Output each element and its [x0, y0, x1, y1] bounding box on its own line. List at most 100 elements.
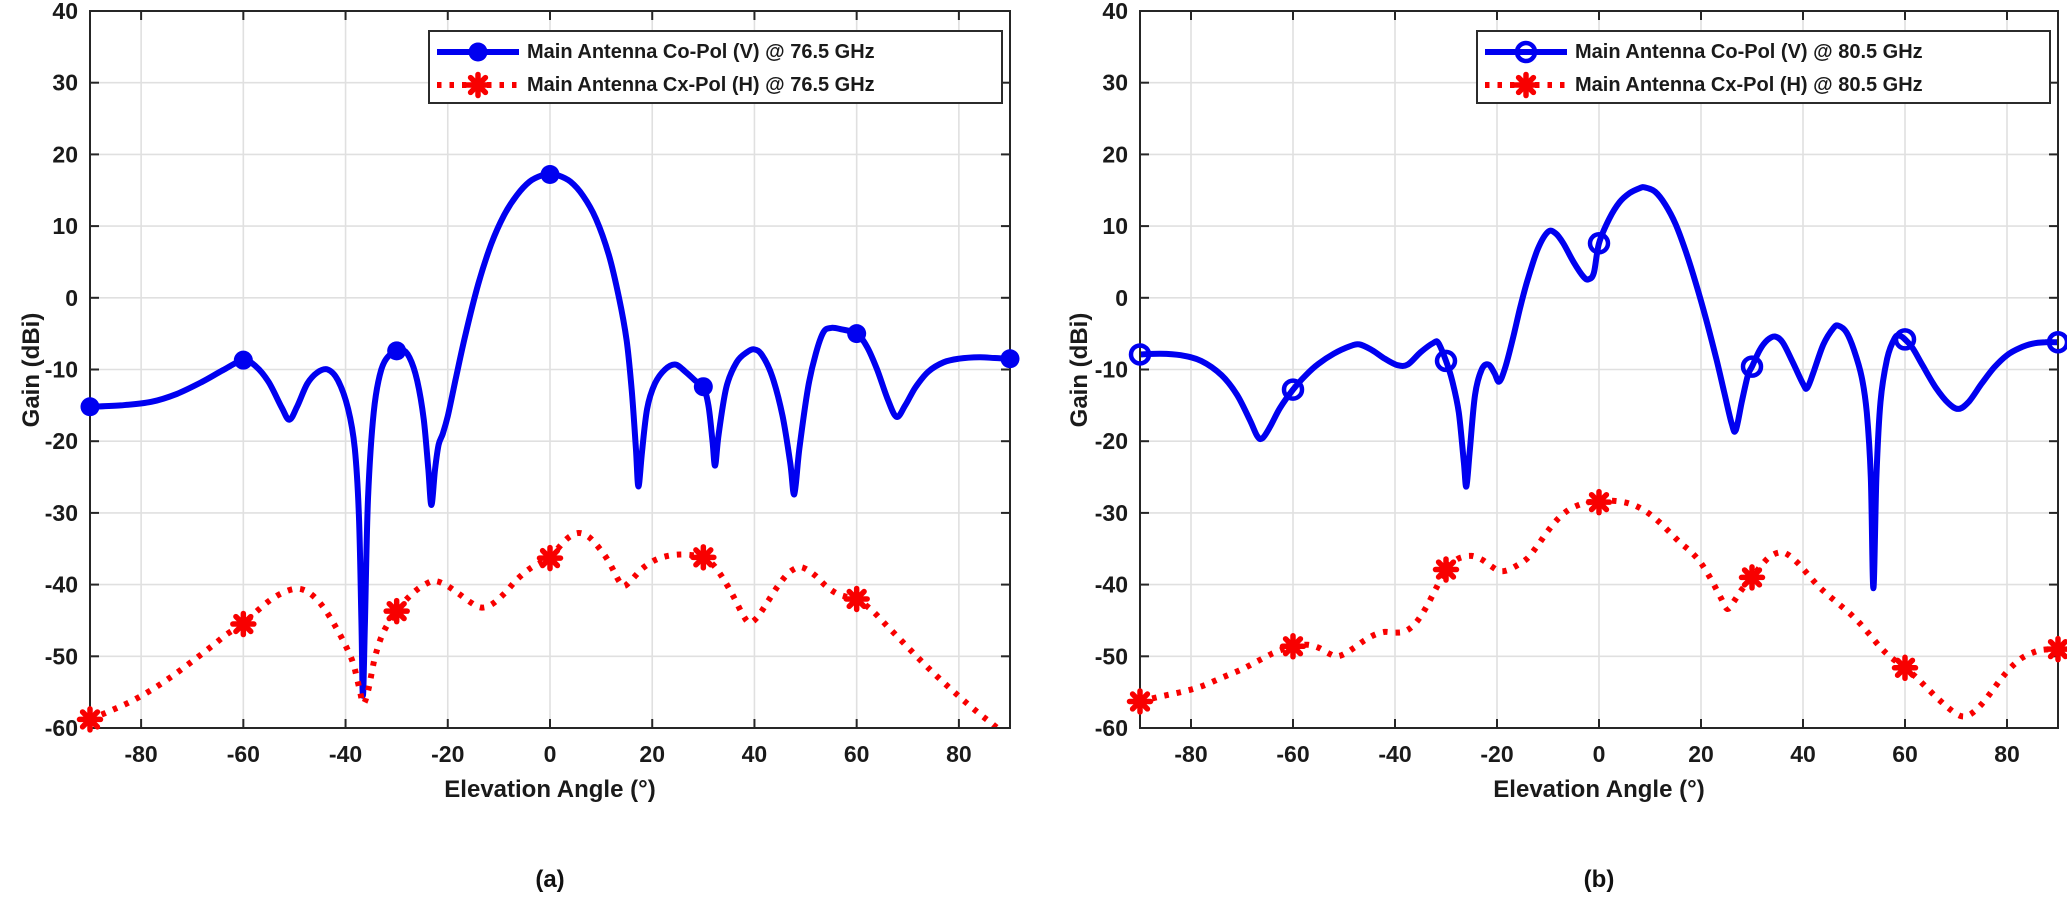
series-marker-filled-circle — [80, 397, 100, 417]
series-marker-asterisk — [1585, 488, 1613, 516]
x-tick-label: 80 — [1994, 741, 2020, 767]
y-tick-label: -30 — [1095, 500, 1128, 526]
legend-label: Main Antenna Co-Pol (V) @ 76.5 GHz — [527, 41, 875, 63]
series-marker-filled-circle — [468, 42, 488, 62]
plot-b: -80 -60 -40 -20 0 20 40 60 80 -60 -50 -40 -30 -20 -10 0… — [1095, 0, 2067, 767]
series-marker-asterisk — [383, 597, 410, 625]
y-tick-label: -10 — [45, 357, 78, 383]
x-axis-label-a: Elevation Angle (°) — [444, 776, 656, 803]
series-marker-asterisk — [1891, 654, 1919, 682]
y-tick-label: -40 — [45, 572, 78, 598]
x-tick-label: 80 — [946, 741, 972, 767]
series-marker-open-circle — [1128, 343, 1152, 366]
x-tick-label: 0 — [1593, 741, 1606, 767]
y-tick-label: 40 — [52, 0, 78, 24]
y-tick-label: -20 — [45, 428, 78, 454]
x-tick-label: 60 — [844, 741, 870, 767]
series-lines — [1140, 184, 2058, 720]
series-marker-asterisk — [230, 610, 257, 638]
x-tick-label: 40 — [742, 741, 768, 767]
y-tick-label: -50 — [45, 643, 78, 669]
x-tick-label: 60 — [1892, 741, 1918, 767]
x-tick-label: -60 — [1276, 741, 1309, 767]
series-marker-open-circle — [1434, 349, 1458, 373]
x-tick-label: -80 — [1174, 741, 1207, 767]
y-tick-label: -60 — [1095, 715, 1128, 741]
y-tick-label: 0 — [1115, 285, 1128, 311]
series-marker-filled-circle — [233, 350, 253, 370]
y-tick-label: -10 — [1095, 357, 1128, 383]
x-tick-label: 20 — [639, 741, 665, 767]
series-marker-open-circle — [2046, 331, 2067, 354]
x-tick-label: -20 — [431, 741, 464, 767]
tick-labels: -80 -60 -40 -20 0 20 40 60 80 -60 -50 -40 -30 -20 -10 0… — [45, 0, 972, 767]
series-marker-asterisk — [1512, 71, 1540, 99]
plot-a: -80 -60 -40 -20 0 20 40 60 80 -60 -50 -40 -30 -20 -10 0… — [45, 0, 1020, 767]
y-tick-label: 30 — [1102, 70, 1128, 96]
y-axis-label-a: Gain (dBi) — [18, 312, 45, 428]
y-tick-label: 40 — [1102, 0, 1128, 24]
x-tick-label: -80 — [124, 741, 157, 767]
y-tick-label: 0 — [65, 285, 78, 311]
series-marker-asterisk — [1432, 556, 1460, 583]
series-markers — [1126, 488, 2067, 715]
series-marker-open-circle — [1281, 378, 1305, 401]
series-marker-asterisk — [1126, 688, 1154, 715]
legend-label: Main Antenna Cx-Pol (H) @ 80.5 GHz — [1575, 74, 1923, 96]
series-marker-open-circle — [1587, 232, 1611, 255]
legend: Main Antenna Co-Pol (V) @ 80.5 GHz Main A… — [1476, 30, 2051, 104]
series-marker-asterisk — [1738, 564, 1766, 591]
series-marker-asterisk — [536, 544, 564, 572]
series-markers — [80, 164, 1020, 417]
legend: Main Antenna Co-Pol (V) @ 76.5 GHz Main A… — [428, 30, 1003, 104]
x-axis-label-b: Elevation Angle (°) — [1493, 776, 1705, 803]
series-marker-open-circle — [1740, 355, 1764, 378]
series-marker-asterisk — [464, 71, 492, 99]
y-tick-label: 20 — [1102, 141, 1128, 167]
x-tick-label: 20 — [1688, 741, 1714, 767]
series-line-cx-pol — [90, 529, 1002, 728]
caption-a: (a) — [535, 866, 565, 893]
y-tick-label: 20 — [52, 141, 78, 167]
y-tick-label: -30 — [45, 500, 78, 526]
legend-box — [1476, 30, 2051, 104]
y-tick-label: 10 — [52, 213, 78, 239]
series-markers — [76, 544, 870, 733]
y-tick-label: -60 — [45, 715, 78, 741]
series-marker-filled-circle — [847, 324, 867, 344]
y-tick-label: -40 — [1095, 572, 1128, 598]
series-marker-filled-circle — [387, 341, 407, 361]
axes — [89, 10, 1011, 729]
series-marker-filled-circle — [1000, 349, 1020, 369]
y-axis-label-b: Gain (dBi) — [1066, 312, 1093, 428]
series-line-co-pol — [90, 171, 1010, 699]
x-tick-label: -40 — [1378, 741, 1411, 767]
series-marker-asterisk — [2044, 635, 2067, 663]
x-tick-label: -20 — [1480, 741, 1513, 767]
legend-box — [428, 30, 1003, 104]
caption-b: (b) — [1583, 866, 1615, 893]
x-tick-label: 0 — [544, 741, 557, 767]
series-marker-asterisk — [76, 706, 104, 733]
series-marker-asterisk — [1279, 633, 1307, 660]
series-markers — [1128, 232, 2067, 401]
grid — [1140, 11, 2058, 728]
series-lines — [90, 171, 1010, 728]
legend-label: Main Antenna Cx-Pol (H) @ 76.5 GHz — [527, 74, 875, 96]
legend-label: Main Antenna Co-Pol (V) @ 80.5 GHz — [1575, 41, 1923, 63]
series-line-co-pol — [1140, 184, 2058, 592]
series-marker-open-circle — [1893, 328, 1917, 351]
series-marker-asterisk — [690, 544, 717, 571]
y-tick-label: 30 — [52, 70, 78, 96]
series-marker-open-circle — [1514, 40, 1538, 64]
x-tick-label: -60 — [227, 741, 260, 767]
series-marker-asterisk — [843, 585, 870, 613]
y-tick-label: -50 — [1095, 643, 1128, 669]
series-marker-filled-circle — [693, 377, 713, 397]
y-tick-label: -20 — [1095, 428, 1128, 454]
x-tick-label: -40 — [329, 741, 362, 767]
tick-labels: -80 -60 -40 -20 0 20 40 60 80 -60 -50 -40 -30 -20 -10 0… — [1095, 0, 2020, 767]
y-tick-label: 10 — [1102, 213, 1128, 239]
x-tick-label: 40 — [1790, 741, 1816, 767]
